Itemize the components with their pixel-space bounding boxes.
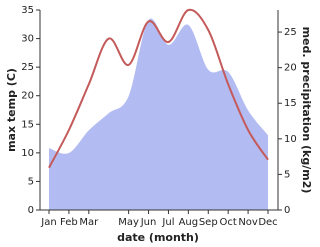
x-tick-label: Sep bbox=[199, 217, 218, 228]
y-tick-label: 20 bbox=[21, 91, 34, 102]
y-tick-label: 35 bbox=[21, 5, 34, 16]
y-tick-label: 15 bbox=[21, 119, 34, 130]
x-tick-label: Nov bbox=[238, 217, 258, 228]
y2-tick-label: 0 bbox=[284, 205, 290, 216]
x-tick-label: May bbox=[118, 217, 139, 228]
y2-axis-label: med. precipitation (kg/m2) bbox=[300, 27, 313, 194]
x-tick-label: Jan bbox=[40, 217, 56, 228]
y-tick-label: 25 bbox=[21, 62, 34, 73]
precipitation-area bbox=[49, 18, 268, 210]
x-tick-label: Dec bbox=[258, 217, 277, 228]
temperature-line bbox=[48, 8, 269, 169]
y2-tick-label: 25 bbox=[284, 27, 297, 38]
x-tick-label: Feb bbox=[60, 217, 78, 228]
x-tick-label: Aug bbox=[179, 217, 199, 228]
y2-tick-label: 15 bbox=[284, 98, 297, 109]
y-tick-label: 10 bbox=[21, 148, 34, 159]
x-tick-label: Oct bbox=[220, 217, 237, 228]
y2-tick-label: 20 bbox=[284, 63, 297, 74]
x-tick-label: Mar bbox=[79, 217, 99, 228]
y2-tick-label: 5 bbox=[284, 169, 290, 180]
x-tick-label: Jun bbox=[140, 217, 157, 228]
x-axis-label: date (month) bbox=[117, 231, 199, 244]
y-tick-label: 0 bbox=[28, 205, 34, 216]
y2-tick-label: 10 bbox=[284, 134, 297, 145]
x-tick-label: Jul bbox=[161, 217, 174, 228]
y-axis-label: max temp (C) bbox=[5, 68, 18, 152]
y-tick-label: 30 bbox=[21, 34, 34, 45]
y-tick-label: 5 bbox=[28, 176, 34, 187]
